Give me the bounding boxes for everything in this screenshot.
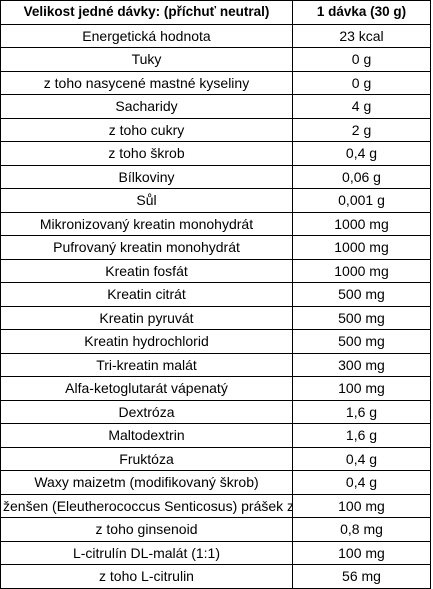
- row-label: z toho ginsenoid: [0, 517, 293, 542]
- table-row: z toho L-citrulin 56 mg: [0, 564, 431, 589]
- row-value: 0,4 g: [292, 446, 431, 471]
- row-label: Energetická hodnota: [0, 23, 293, 48]
- row-label: Tri-kreatin malát: [0, 352, 293, 377]
- table-row: Pufrovaný kreatin monohydrát 1000 mg: [0, 235, 431, 260]
- table-row: Sacharidy 4 g: [0, 94, 431, 119]
- table-row: Mikronizovaný kreatin monohydrát 1000 mg: [0, 211, 431, 236]
- row-label: Kreatin hydrochlorid: [0, 329, 293, 354]
- header-one-dose: 1 dávka (30 g): [292, 0, 431, 25]
- row-label: ženšen (Eleutherococcus Senticosus) práš…: [0, 493, 293, 518]
- row-label: Fruktóza: [0, 446, 293, 471]
- row-value: 100 mg: [292, 540, 431, 565]
- row-label: L-citrulín DL-malát (1:1): [0, 540, 293, 565]
- row-value: 0 g: [292, 47, 431, 72]
- row-label: Sůl: [0, 188, 293, 213]
- table-body: Energetická hodnota 23 kcal Tuky 0 g z toh…: [0, 23, 431, 589]
- row-label: Dextróza: [0, 399, 293, 424]
- table-row: z toho cukry 2 g: [0, 117, 431, 142]
- table-row: Energetická hodnota 23 kcal: [0, 23, 431, 48]
- row-value: 2 g: [292, 117, 431, 142]
- row-label: Tuky: [0, 47, 293, 72]
- row-label: Sacharidy: [0, 94, 293, 119]
- row-label: Bílkoviny: [0, 164, 293, 189]
- table-row: Kreatin citrát 500 mg: [0, 282, 431, 307]
- row-label: Waxy maizetm (modifikovaný škrob): [0, 470, 293, 495]
- row-value: 1,6 g: [292, 423, 431, 448]
- row-label: Kreatin pyruvát: [0, 305, 293, 330]
- table-row: z toho ginsenoid 0,8 mg: [0, 517, 431, 542]
- row-label: z toho cukry: [0, 117, 293, 142]
- row-value: 4 g: [292, 94, 431, 119]
- table-row: Kreatin pyruvát 500 mg: [0, 305, 431, 330]
- table-row: Maltodextrin 1,6 g: [0, 423, 431, 448]
- row-label: z toho nasycené mastné kyseliny: [0, 70, 293, 95]
- row-value: 100 mg: [292, 493, 431, 518]
- row-label: Maltodextrin: [0, 423, 293, 448]
- row-label: z toho škrob: [0, 141, 293, 166]
- row-label: Kreatin fosfát: [0, 258, 293, 283]
- row-label: Alfa-ketoglutarát vápenatý: [0, 376, 293, 401]
- row-label: Kreatin citrát: [0, 282, 293, 307]
- header-serving-size: Velikost jedné dávky: (příchuť neutral): [0, 0, 293, 25]
- table-row: Sůl 0,001 g: [0, 188, 431, 213]
- row-value: 0,4 g: [292, 470, 431, 495]
- row-value: 500 mg: [292, 329, 431, 354]
- row-value: 0,4 g: [292, 141, 431, 166]
- row-label: z toho L-citrulin: [0, 564, 293, 589]
- row-value: 300 mg: [292, 352, 431, 377]
- row-value: 1000 mg: [292, 258, 431, 283]
- row-value: 1,6 g: [292, 399, 431, 424]
- table-row: L-citrulín DL-malát (1:1) 100 mg: [0, 540, 431, 565]
- row-value: 500 mg: [292, 305, 431, 330]
- table-row: Tuky 0 g: [0, 47, 431, 72]
- table-row: ženšen (Eleutherococcus Senticosus) práš…: [0, 493, 431, 518]
- row-value: 0,06 g: [292, 164, 431, 189]
- table-row: z toho nasycené mastné kyseliny 0 g: [0, 70, 431, 95]
- row-value: 56 mg: [292, 564, 431, 589]
- table-row: Fruktóza 0,4 g: [0, 446, 431, 471]
- table-row: Tri-kreatin malát 300 mg: [0, 352, 431, 377]
- row-value: 0 g: [292, 70, 431, 95]
- row-label: Pufrovaný kreatin monohydrát: [0, 235, 293, 260]
- row-value: 500 mg: [292, 282, 431, 307]
- row-value: 100 mg: [292, 376, 431, 401]
- table-row: Dextróza 1,6 g: [0, 399, 431, 424]
- table-row: z toho škrob 0,4 g: [0, 141, 431, 166]
- row-value: 0,8 mg: [292, 517, 431, 542]
- table-header-row: Velikost jedné dávky: (příchuť neutral) …: [0, 0, 431, 25]
- table-row: Kreatin fosfát 1000 mg: [0, 258, 431, 283]
- table-row: Kreatin hydrochlorid 500 mg: [0, 329, 431, 354]
- row-value: 0,001 g: [292, 188, 431, 213]
- table-row: Alfa-ketoglutarát vápenatý 100 mg: [0, 376, 431, 401]
- row-label: Mikronizovaný kreatin monohydrát: [0, 211, 293, 236]
- table-row: Waxy maizetm (modifikovaný škrob) 0,4 g: [0, 470, 431, 495]
- table-row: Bílkoviny 0,06 g: [0, 164, 431, 189]
- row-value: 1000 mg: [292, 211, 431, 236]
- row-value: 23 kcal: [292, 23, 431, 48]
- row-value: 1000 mg: [292, 235, 431, 260]
